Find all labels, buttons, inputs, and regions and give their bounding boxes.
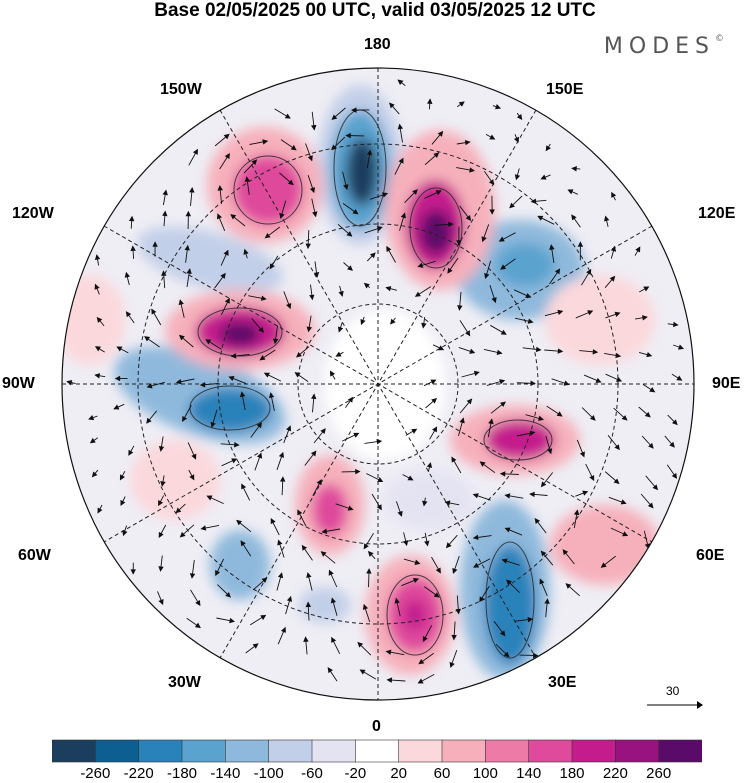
anomaly-field (62, 68, 694, 700)
brand-logo: MODES© (603, 33, 724, 59)
lon-label-30e: 30E (548, 674, 577, 691)
colorbar-tick-label: 220 (602, 765, 628, 782)
colorbar-tick-label: 180 (559, 765, 585, 782)
lon-label-60e: 60E (696, 547, 725, 564)
lon-label-30w: 30W (168, 674, 201, 691)
colorbar-swatch (268, 739, 313, 763)
colorbar-tick-label: -220 (123, 765, 154, 782)
vector-scale-label: 30 (666, 684, 680, 698)
polar-map (61, 67, 695, 701)
colorbar-tick-label: -260 (80, 765, 111, 782)
colorbar-swatch (181, 739, 226, 763)
colorbar-tick-label: 20 (390, 765, 407, 782)
colorbar-swatch (571, 739, 616, 763)
lon-label-180: 180 (364, 36, 391, 53)
colorbar-swatch (658, 739, 702, 763)
colorbar-swatch (441, 739, 486, 763)
lon-label-90w: 90W (2, 375, 35, 392)
colorbar-tick-label: -140 (210, 765, 241, 782)
colorbar-swatch (485, 739, 530, 763)
lon-label-60w: 60W (18, 547, 51, 564)
lon-label-120w: 120W (12, 205, 54, 222)
colorbar-tick-label: -20 (344, 765, 367, 782)
colorbar-tick-label: 60 (433, 765, 451, 782)
lon-label-0: 0 (372, 718, 381, 735)
colorbar-swatch (225, 739, 270, 763)
lon-label-150w: 150W (160, 81, 202, 98)
graticule (62, 68, 694, 700)
colorbar-swatch (615, 739, 660, 763)
colorbar-swatch (528, 739, 573, 763)
map-title: Base 02/05/2025 00 UTC, valid 03/05/2025… (154, 0, 596, 21)
colorbar-swatch (398, 739, 443, 763)
map-boundary (61, 67, 695, 701)
colorbar (52, 739, 702, 763)
wind-vectors (66, 79, 685, 684)
colorbar-swatch (355, 739, 400, 763)
colorbar-tick-label: 260 (646, 765, 672, 782)
colorbar-tick-label: 100 (472, 765, 498, 782)
colorbar-swatch (138, 739, 183, 763)
colorbar-tick-label: -60 (301, 765, 323, 782)
colorbar-swatch (52, 739, 96, 763)
lon-label-150e: 150E (546, 81, 584, 98)
arrow-right-icon (647, 701, 703, 709)
lon-label-120e: 120E (698, 205, 736, 222)
colorbar-swatch (95, 739, 140, 763)
lon-label-90e: 90E (712, 375, 741, 392)
colorbar-swatch (311, 739, 356, 763)
colorbar-tick-label: -180 (166, 765, 198, 782)
colorbar-tick-label: -100 (253, 765, 284, 782)
colorbar-tick-label: 140 (516, 765, 542, 782)
